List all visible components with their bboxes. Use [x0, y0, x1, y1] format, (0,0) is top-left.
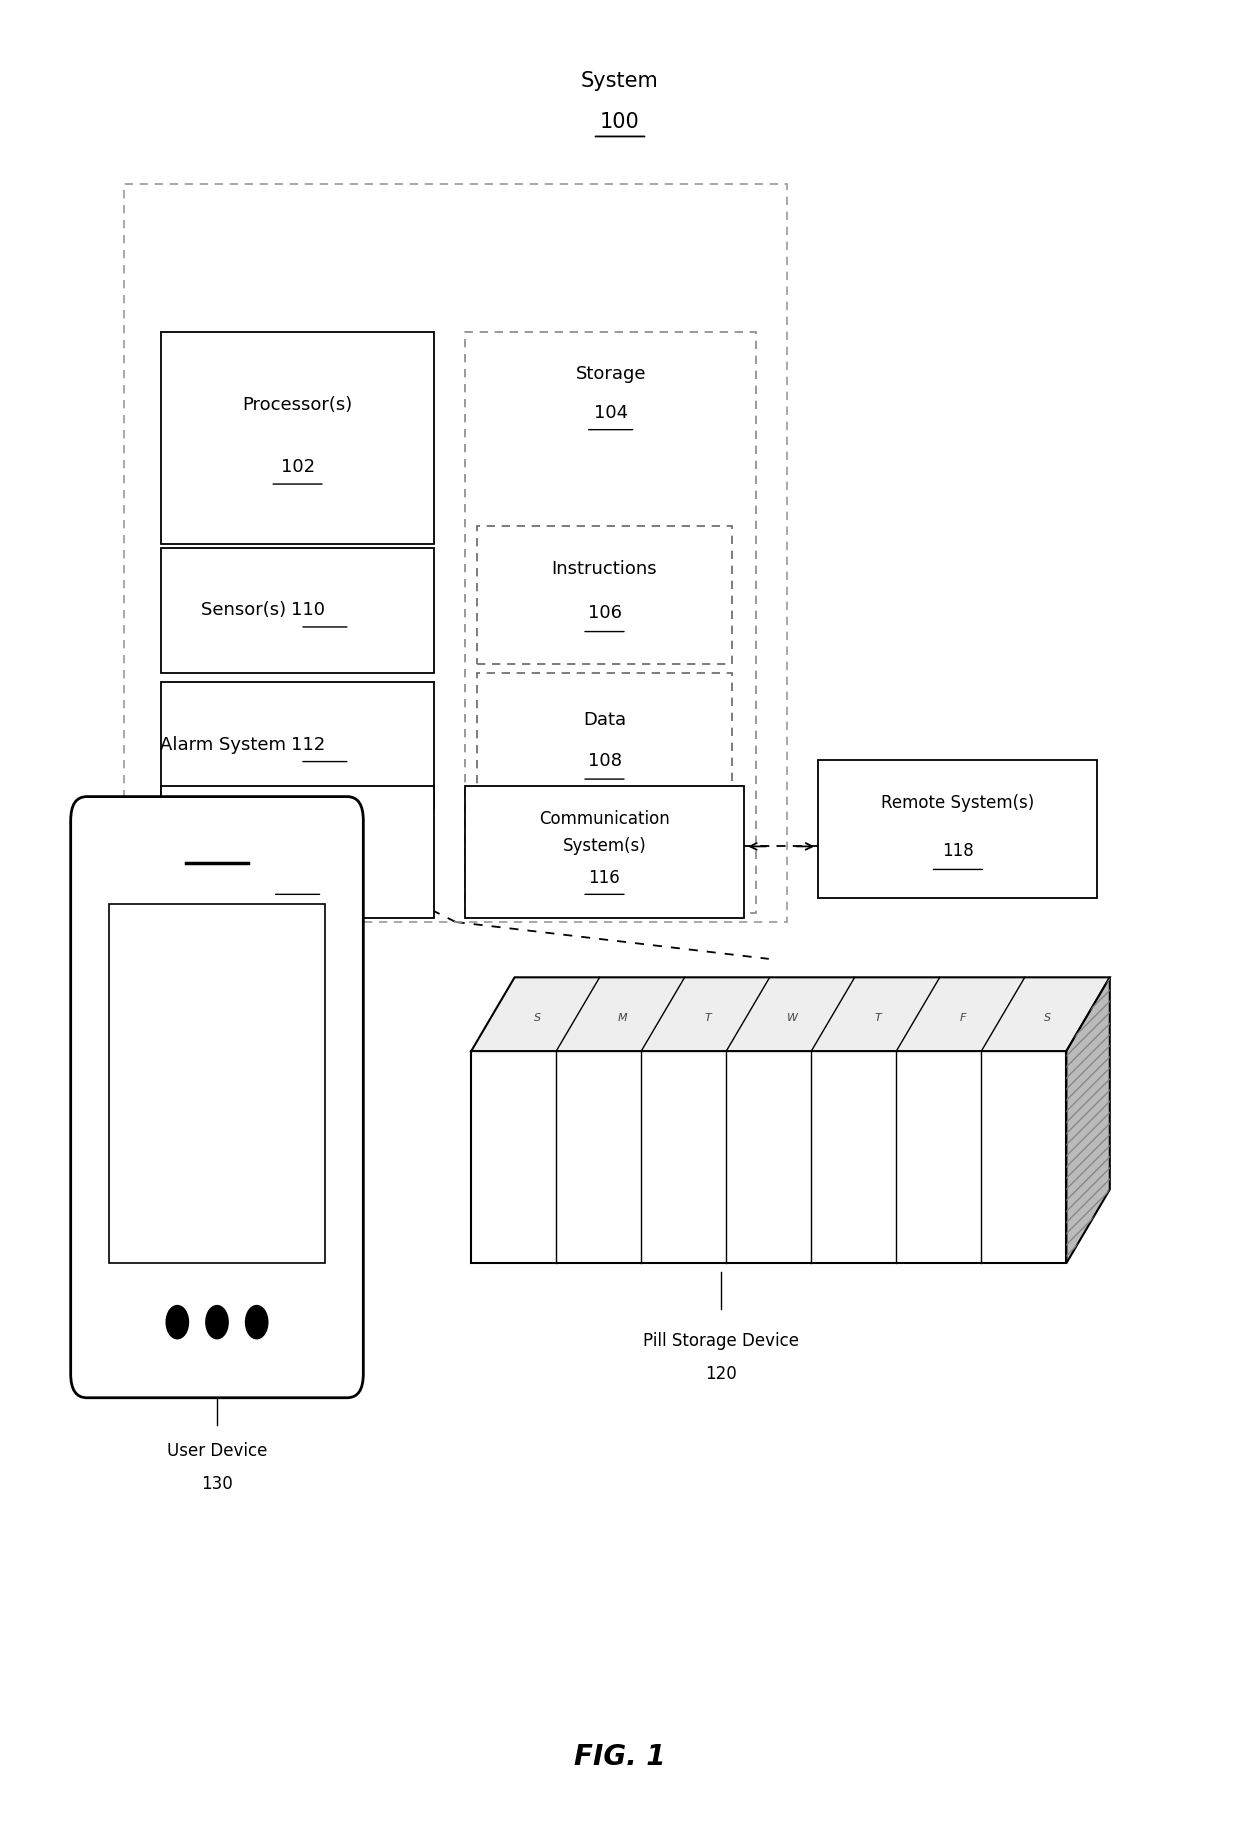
Text: Input/Output: Input/Output [244, 810, 351, 828]
Text: 108: 108 [588, 752, 621, 769]
Bar [477, 673, 732, 811]
Text: 112: 112 [291, 736, 326, 754]
Text: 102: 102 [280, 459, 315, 476]
Text: 116: 116 [589, 869, 620, 887]
Circle shape [166, 1306, 188, 1339]
Text: S: S [1044, 1012, 1052, 1023]
Bar [161, 786, 434, 918]
Text: M: M [618, 1012, 627, 1023]
Text: F: F [960, 1012, 966, 1023]
Text: System(s): System(s) [255, 837, 340, 856]
Circle shape [206, 1306, 228, 1339]
Bar [465, 786, 744, 918]
Text: Remote System(s): Remote System(s) [882, 795, 1034, 811]
Text: Storage: Storage [575, 365, 646, 384]
Text: FIG. 1: FIG. 1 [574, 1743, 666, 1772]
Bar [477, 526, 732, 664]
Circle shape [246, 1306, 268, 1339]
Bar [109, 904, 325, 1263]
Text: T: T [874, 1012, 882, 1023]
Polygon shape [1066, 977, 1110, 1263]
Text: 120: 120 [706, 1365, 737, 1383]
Text: System: System [582, 72, 658, 90]
Bar [161, 548, 434, 673]
Text: Pill Storage Device: Pill Storage Device [644, 1331, 800, 1350]
Bar [124, 184, 787, 922]
Bar [161, 332, 434, 544]
Text: System(s): System(s) [563, 837, 646, 856]
Text: 106: 106 [588, 605, 621, 621]
FancyBboxPatch shape [71, 797, 363, 1398]
Text: User Device: User Device [167, 1442, 267, 1460]
Bar [465, 332, 756, 913]
Text: Communication: Communication [539, 810, 670, 828]
Bar [161, 682, 434, 808]
Text: Sensor(s): Sensor(s) [201, 601, 291, 620]
Text: 100: 100 [600, 112, 640, 131]
Polygon shape [471, 977, 1110, 1051]
Text: 110: 110 [291, 601, 325, 620]
Text: Alarm System: Alarm System [160, 736, 291, 754]
Text: W: W [787, 1012, 799, 1023]
Text: 118: 118 [942, 843, 973, 859]
Text: 114: 114 [281, 869, 314, 887]
Text: Instructions: Instructions [552, 561, 657, 577]
Bar [471, 1051, 1066, 1263]
Text: T: T [704, 1012, 711, 1023]
Text: Data: Data [583, 712, 626, 728]
Text: 104: 104 [594, 404, 627, 422]
Text: Processor(s): Processor(s) [243, 396, 352, 413]
Text: S: S [534, 1012, 541, 1023]
Bar [818, 760, 1097, 898]
Text: 130: 130 [201, 1475, 233, 1494]
